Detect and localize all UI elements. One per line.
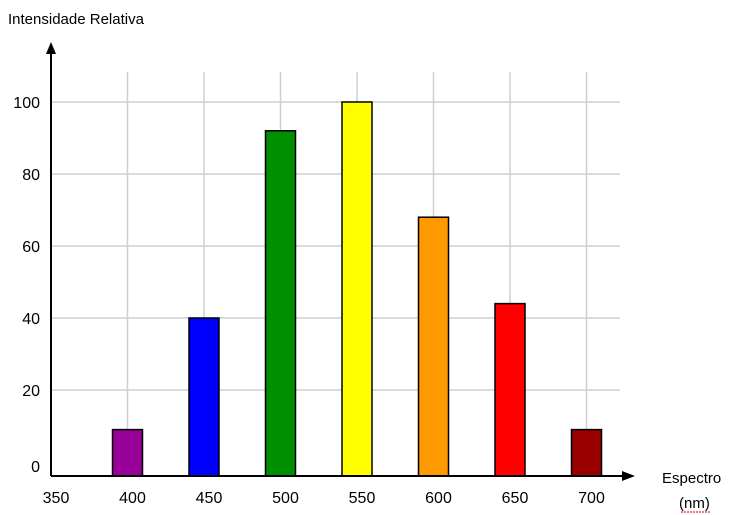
x-tick-600: 600 <box>425 490 452 507</box>
y-tick-60: 60 <box>22 239 40 256</box>
y-tick-100: 100 <box>13 95 40 112</box>
bars <box>111 101 603 477</box>
x-tick-500: 500 <box>272 490 299 507</box>
y-axis-arrow <box>46 42 56 54</box>
y-tick-0: 0 <box>31 459 40 476</box>
y-axis-title: Intensidade Relativa <box>8 11 145 28</box>
bar-550 <box>341 101 373 477</box>
x-axis-title: Espectro <box>662 470 721 487</box>
grid <box>51 72 620 476</box>
y-tick-20: 20 <box>22 383 40 400</box>
x-tick-400: 400 <box>119 490 146 507</box>
x-tick-700: 700 <box>578 490 605 507</box>
x-tick-450: 450 <box>196 490 223 507</box>
bar-650 <box>494 302 526 477</box>
bar-700 <box>570 428 603 477</box>
bar-450 <box>188 317 220 477</box>
x-tick-350: 350 <box>43 490 70 507</box>
y-tick-40: 40 <box>22 311 40 328</box>
x-tick-650: 650 <box>502 490 529 507</box>
y-tick-80: 80 <box>22 167 40 184</box>
x-tick-labels: 350 400 450 500 550 600 650 700 <box>43 490 605 507</box>
x-axis-arrow <box>622 471 635 481</box>
x-axis-unit: (nm) <box>679 495 710 512</box>
bar-400 <box>111 428 144 477</box>
x-tick-550: 550 <box>349 490 376 507</box>
y-tick-labels: 0 20 40 60 80 100 <box>13 95 40 476</box>
axes <box>46 42 635 481</box>
bar-600 <box>417 216 450 477</box>
bar-500 <box>264 130 297 477</box>
